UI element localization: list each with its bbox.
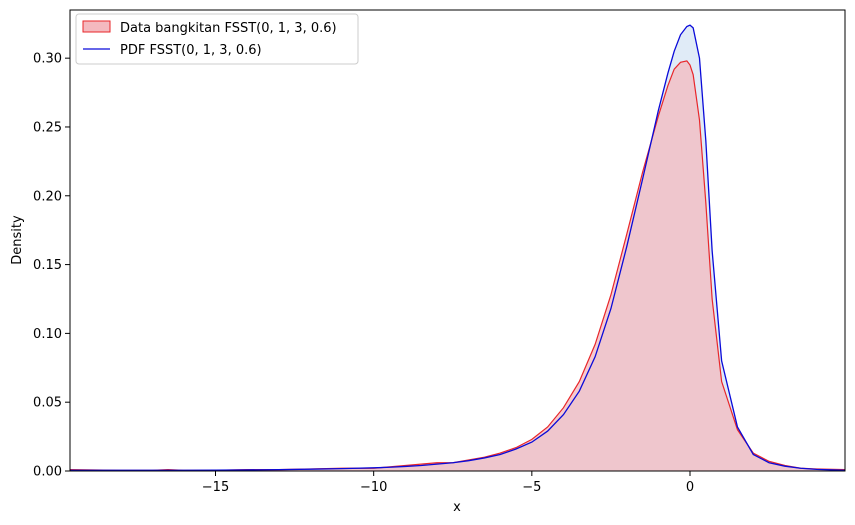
x-axis-label: x xyxy=(453,500,461,515)
y-axis-label: Density xyxy=(10,215,25,265)
plot-area xyxy=(70,25,845,472)
legend-box xyxy=(75,13,359,65)
x-tick-label: −15 xyxy=(202,480,229,495)
y-tick-label: 0.25 xyxy=(33,120,62,135)
y-tick-label: 0.15 xyxy=(33,258,62,273)
y-tick-label: 0.05 xyxy=(33,396,62,411)
axes-frame xyxy=(69,9,846,472)
x-tick-label: −5 xyxy=(522,480,541,495)
y-axis-ticks: 0.00 0.05 0.10 0.15 0.20 0.25 0.30 xyxy=(33,52,70,480)
legend-label-pdf: PDF FSST(0, 1, 3, 0.6) xyxy=(120,43,262,58)
legend: Data bangkitan FSST(0, 1, 3, 0.6) PDF FS… xyxy=(75,13,359,65)
series-data-fill xyxy=(70,60,845,472)
x-axis-ticks: −15 −10 −5 0 xyxy=(202,471,694,495)
y-tick-label: 0.30 xyxy=(33,52,62,67)
y-tick-label: 0.00 xyxy=(33,465,62,480)
plot-lines xyxy=(69,24,846,472)
legend-swatch-data xyxy=(82,20,111,33)
series-pdf-line xyxy=(70,24,846,471)
legend-label-data: Data bangkitan FSST(0, 1, 3, 0.6) xyxy=(120,21,337,36)
y-tick-label: 0.10 xyxy=(33,327,62,342)
y-tick-label: 0.20 xyxy=(33,189,62,204)
x-tick-label: 0 xyxy=(686,480,694,495)
x-tick-label: −10 xyxy=(360,480,387,495)
